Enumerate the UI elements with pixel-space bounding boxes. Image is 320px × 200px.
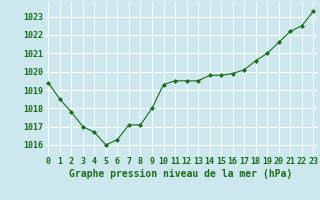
- X-axis label: Graphe pression niveau de la mer (hPa): Graphe pression niveau de la mer (hPa): [69, 169, 292, 179]
